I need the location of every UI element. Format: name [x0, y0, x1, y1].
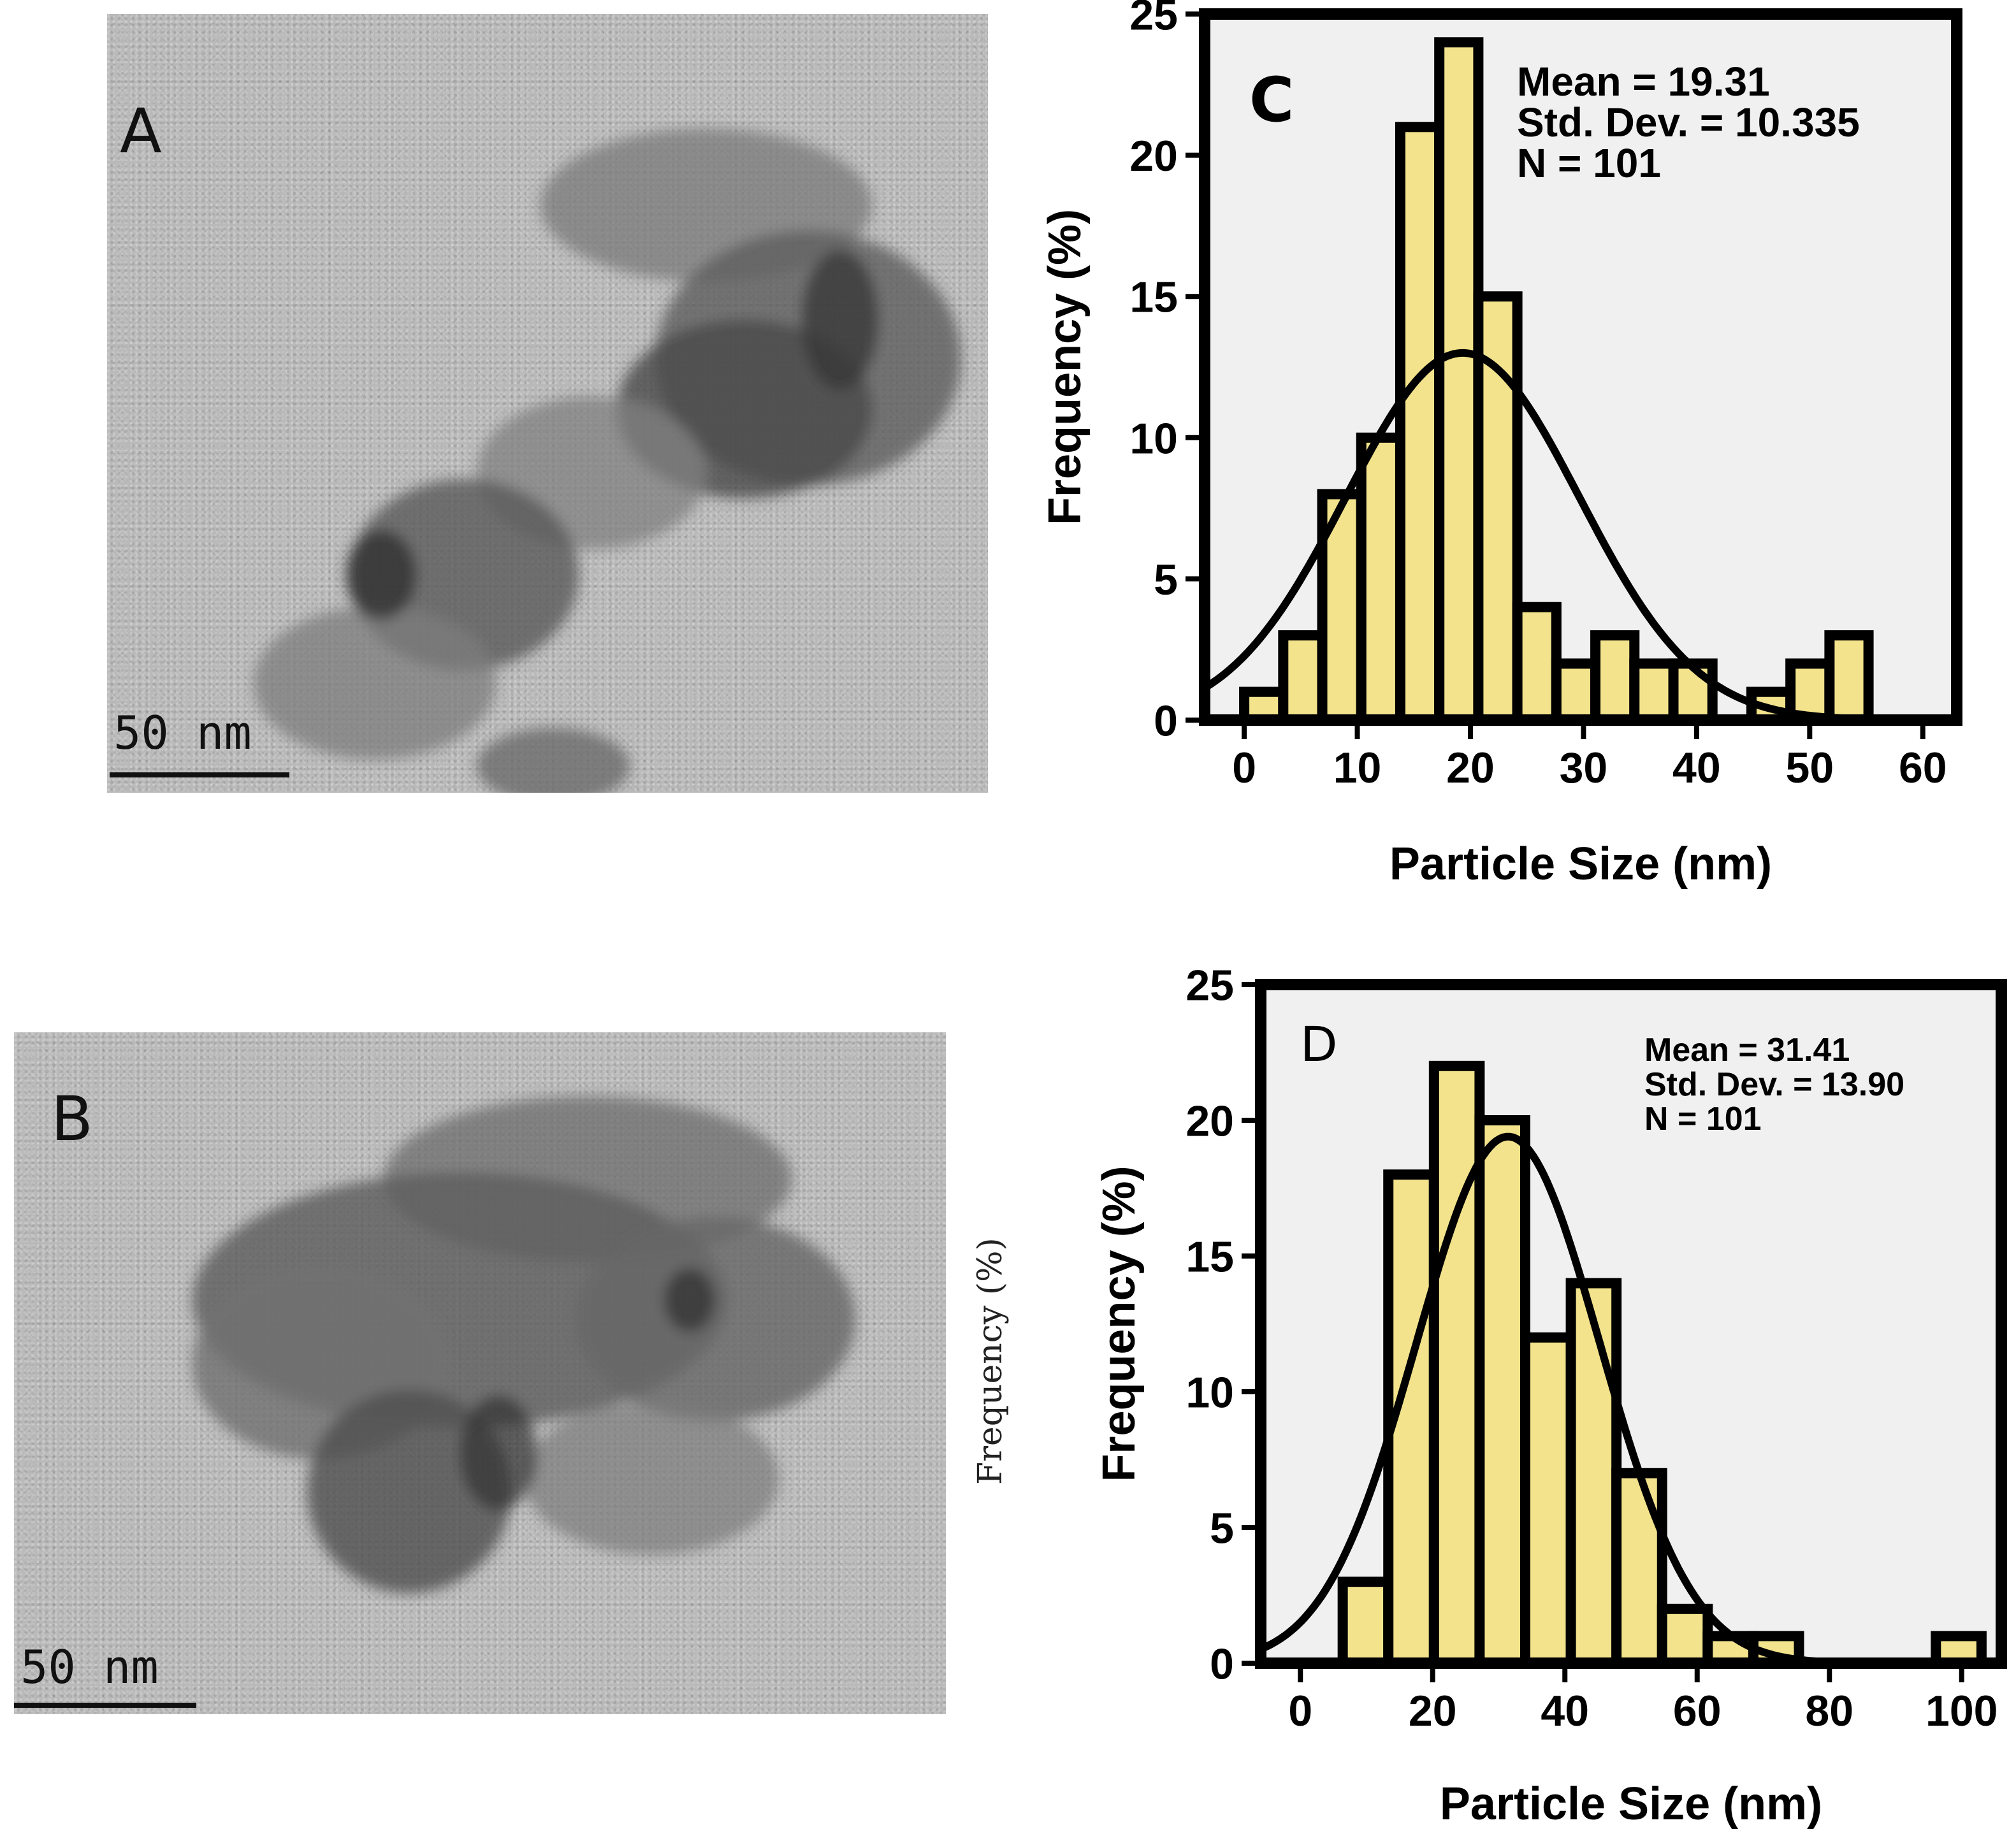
histogram-bar	[1657, 1603, 1713, 1669]
x-axis-label: Particle Size (nm)	[1440, 1779, 1822, 1830]
x-tick-label: 80	[1805, 1687, 1853, 1735]
x-tick-label: 0	[1232, 744, 1256, 792]
tem-image-a	[107, 14, 988, 793]
histogram-bar	[1611, 1468, 1667, 1669]
y-tick-label: 5	[1210, 1504, 1234, 1552]
panel-letter-a: A	[120, 96, 162, 167]
y-tick-label: 10	[1186, 1368, 1234, 1417]
y-tick-label: 25	[1129, 0, 1178, 39]
stats-line: Std. Dev. = 10.335	[1517, 99, 1860, 145]
histogram-bar	[1590, 630, 1640, 725]
y-tick-label: 15	[1186, 1232, 1234, 1281]
chart-d: 0 5 10 15 20 25 0 20 40 60 80 100 Particle Size (nm)…	[1094, 961, 2007, 1830]
x-tick-label: 0	[1288, 1687, 1312, 1735]
x-tick-label: 100	[1925, 1687, 1998, 1735]
stats-line: N = 101	[1517, 140, 1661, 186]
x-tick-label: 60	[1899, 744, 1947, 792]
stats-line: Std. Dev. = 13.90	[1644, 1066, 1904, 1103]
histogram-bar	[1512, 602, 1562, 725]
y-tick-label: 25	[1186, 961, 1234, 1009]
stats-line: N = 101	[1644, 1101, 1762, 1137]
stats-line: Mean = 31.41	[1644, 1032, 1850, 1069]
histogram-bar	[1824, 630, 1874, 725]
x-tick-label: 60	[1673, 1687, 1722, 1735]
y-tick-label: 0	[1210, 1640, 1234, 1688]
x-tick-label: 40	[1541, 1687, 1589, 1735]
panel-letter: C	[1249, 64, 1294, 136]
scale-bar-a	[110, 772, 289, 777]
histogram-bar	[1474, 1115, 1531, 1668]
nanoparticle-cluster-a	[254, 129, 961, 793]
nanoparticle-cluster-b	[192, 1096, 855, 1593]
plot-frame	[1199, 8, 1962, 726]
plot-frame	[1255, 979, 2007, 1669]
y-tick-label: 15	[1129, 273, 1178, 322]
y-tick-label: 10	[1129, 414, 1178, 463]
panel-letter: D	[1300, 1016, 1338, 1072]
x-tick-label: 40	[1672, 744, 1721, 792]
chart-c: 0 5 10 15 20 25 0 10 20 30 40 50 60 Particle Size (nm…	[1040, 0, 1962, 890]
histogram-bar	[1551, 658, 1601, 725]
scale-bar-b	[14, 1703, 196, 1708]
y-tick-label: 20	[1186, 1097, 1234, 1145]
stats-line: Mean = 19.31	[1517, 59, 1770, 105]
scale-bar-label-b: 50 nm	[20, 1640, 159, 1694]
x-tick-label: 50	[1786, 744, 1834, 792]
histogram-bar	[1395, 122, 1445, 725]
x-tick-label: 10	[1333, 744, 1382, 792]
x-axis-label: Particle Size (nm)	[1389, 839, 1772, 890]
y-tick-label: 5	[1154, 556, 1178, 604]
x-tick-label: 20	[1409, 1687, 1457, 1735]
histogram-bar	[1434, 37, 1484, 726]
tem-image-b	[14, 1032, 946, 1714]
y-tick-label: 20	[1129, 132, 1178, 180]
histogram-bar	[1520, 1332, 1576, 1669]
panel-letter-b: B	[51, 1083, 93, 1155]
histogram-bar	[1629, 658, 1679, 725]
y-axis-label: Frequency (%)	[1094, 1166, 1145, 1482]
x-tick-label: 30	[1560, 744, 1608, 792]
y-axis-label: Frequency (%)	[1040, 209, 1091, 525]
histogram-bar	[1428, 1060, 1485, 1669]
histogram-bar	[1337, 1577, 1394, 1668]
histogram-bar	[1565, 1278, 1622, 1668]
y-tick-label: 0	[1154, 697, 1178, 745]
scale-bar-label-a: 50 nm	[113, 706, 252, 760]
histogram-bar	[1356, 432, 1405, 725]
histogram-bar	[1278, 630, 1328, 725]
x-tick-label: 20	[1446, 744, 1495, 792]
